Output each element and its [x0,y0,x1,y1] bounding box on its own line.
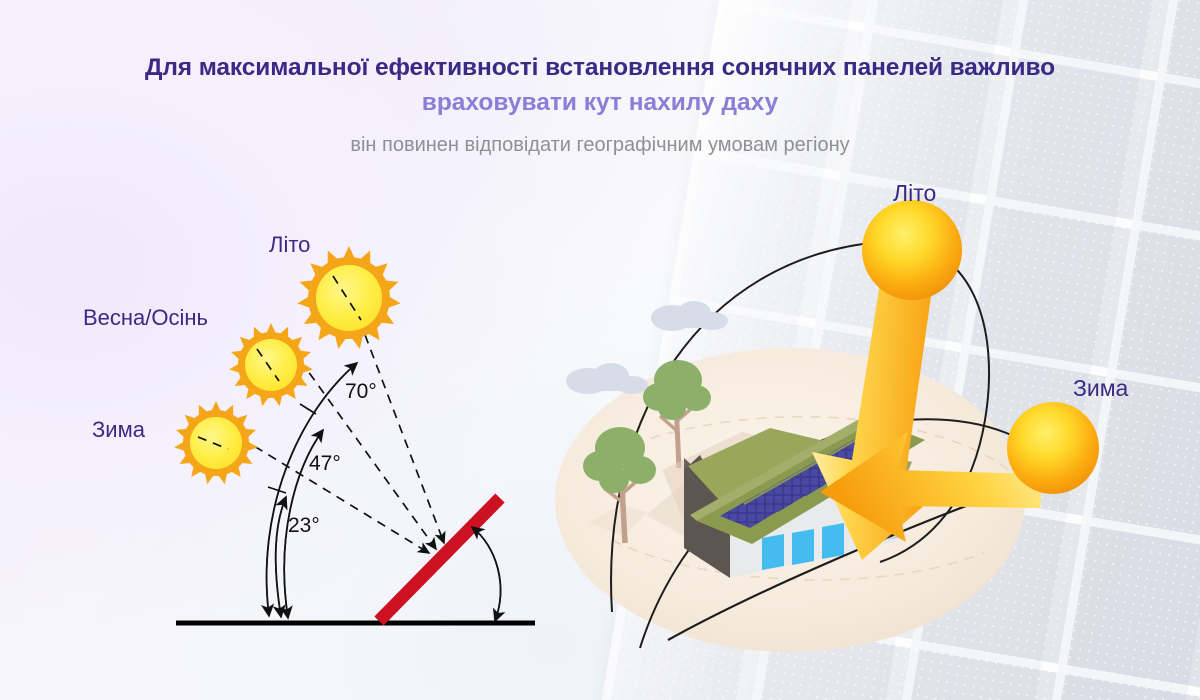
sun-icon-summer [297,246,401,349]
sun-ray-dashed-lines [240,289,446,554]
tree-icon-front [583,427,656,544]
panel-tilt-arc [470,525,506,623]
sun-icon-spring-autumn [229,323,313,407]
angle-label-23: 23° [288,514,320,537]
angle-label-70: 70° [345,380,377,403]
label-winter-left: Зима [92,417,145,442]
label-spring-autumn-left: Весна/Осінь [83,305,209,330]
cloud-icon-upper [651,301,728,331]
page-title-line1: Для максимальної ефективності встановлен… [144,54,1056,81]
tree-icon-back [643,360,711,469]
sun-icon-winter [174,401,258,485]
house-windows [762,523,844,570]
sun-beam-winter [820,430,1048,542]
cloud-icon-lower [566,363,648,394]
label-winter-right: Зима [1073,375,1129,401]
tilted-solar-panel [374,493,505,626]
sun-sphere-winter [1007,402,1099,494]
angle-label-47: 47° [309,452,341,475]
label-summer-left: Літо [269,232,311,257]
angle-arc-winter [272,495,288,619]
arc-tick-marks [267,403,317,494]
angle-arc-spring-autumn [279,428,324,620]
sun-sphere-summer [862,200,962,300]
angle-value-labels: 70° 47° 23° [288,380,377,537]
page-subtitle: він повинен відповідати географічним умо… [350,134,850,157]
label-summer-right: Літо [893,180,937,206]
angle-arc-summer [260,361,359,618]
page-title-line2: враховувати кут нахилу даху [421,88,779,116]
header-block: Для максимальної ефективності встановлен… [0,52,1200,158]
